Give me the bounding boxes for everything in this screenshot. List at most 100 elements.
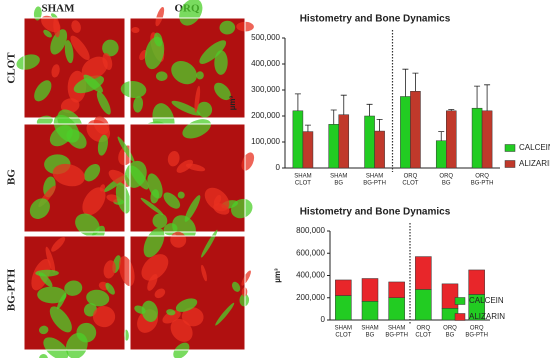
texture <box>215 302 235 326</box>
x-tick-label: ORQ <box>439 174 453 180</box>
texture <box>83 74 103 93</box>
y-axis-label: µm³ <box>273 268 282 283</box>
texture <box>51 236 66 252</box>
texture <box>141 254 169 281</box>
error-bar <box>402 68 409 97</box>
x-tick-label: ORQ <box>475 174 489 180</box>
bar <box>410 91 421 169</box>
x-tick-label: SHAM <box>294 174 311 180</box>
texture <box>115 182 131 214</box>
x-tick-label: BG <box>334 181 343 187</box>
texture <box>176 159 194 173</box>
bar <box>292 110 304 169</box>
texture <box>144 36 165 70</box>
x-tick-label: SHAM <box>366 174 383 180</box>
texture <box>184 195 201 222</box>
error-bar <box>330 109 337 125</box>
x-tick-label: BG <box>446 333 455 339</box>
y-tick-label: 500,000 <box>251 33 280 42</box>
texture <box>199 40 227 64</box>
texture <box>49 306 72 333</box>
x-tick-label: CLOT <box>335 333 351 339</box>
texture <box>35 269 59 277</box>
texture <box>29 198 50 219</box>
legend-swatch <box>454 297 466 305</box>
texture <box>201 229 218 258</box>
micrograph-frame <box>23 17 126 119</box>
legend-label: ALIZARIN <box>519 159 550 168</box>
bar <box>374 130 385 169</box>
x-tick-label: BG-PTH <box>471 181 494 187</box>
bar-segment <box>335 295 352 321</box>
texture <box>181 307 204 327</box>
texture <box>175 298 198 312</box>
micrograph-frame <box>129 235 246 351</box>
error-bar <box>438 131 445 141</box>
texture <box>105 282 115 295</box>
texture <box>37 286 67 304</box>
error-bar <box>304 124 311 132</box>
bar-segment <box>388 281 405 299</box>
texture <box>147 173 163 199</box>
y-tick-label: 0 <box>321 315 326 324</box>
micrograph-frame <box>23 235 126 351</box>
bar <box>328 124 340 169</box>
x-tick-label: SHAM <box>335 326 352 332</box>
x-tick-label: BG-PTH <box>465 333 488 339</box>
texture <box>70 35 90 61</box>
error-bar <box>412 72 419 92</box>
texture <box>103 260 116 279</box>
error-bar <box>366 103 373 116</box>
texture <box>177 191 185 199</box>
texture <box>214 82 231 101</box>
column-header: SHAM <box>42 3 76 15</box>
texture <box>201 264 207 282</box>
texture <box>119 256 135 287</box>
bar <box>446 110 457 169</box>
legend-swatch <box>454 313 466 321</box>
texture <box>82 187 106 216</box>
legend-label: CALCEIN <box>519 143 550 152</box>
texture <box>150 189 160 204</box>
texture <box>99 184 106 192</box>
texture <box>96 91 111 115</box>
texture <box>239 293 250 307</box>
texture <box>38 325 49 335</box>
y-tick-label: 200,000 <box>296 293 325 302</box>
y-tick-label: 0 <box>276 163 281 172</box>
texture <box>75 213 100 236</box>
chart-title: Histometry and Bone Dynamics <box>300 207 451 218</box>
texture <box>102 39 119 57</box>
bar <box>364 115 375 169</box>
texture <box>167 150 180 167</box>
bar-segment <box>415 256 432 290</box>
texture <box>131 27 140 33</box>
texture <box>141 300 158 322</box>
texture <box>134 305 146 314</box>
bar-segment <box>388 297 405 321</box>
micrograph-frame <box>129 17 246 119</box>
micrograph-frame <box>129 123 246 233</box>
bar-segment <box>335 279 352 296</box>
texture <box>133 96 144 113</box>
x-tick-label: ORQ <box>443 326 457 332</box>
bar-segment <box>361 278 379 302</box>
texture <box>86 289 110 307</box>
x-tick-label: ORQ <box>404 174 418 180</box>
texture <box>45 246 56 273</box>
texture <box>64 40 74 64</box>
bar <box>400 96 411 169</box>
bar <box>302 131 314 169</box>
y-tick-label: 600,000 <box>296 248 325 257</box>
texture <box>93 116 110 135</box>
bar-segment <box>415 289 432 321</box>
texture <box>120 81 147 99</box>
error-bar <box>484 84 491 111</box>
y-tick-label: 800,000 <box>296 226 325 235</box>
x-tick-label: SHAM <box>361 326 378 332</box>
texture <box>52 163 85 187</box>
x-tick-label: BG <box>366 333 375 339</box>
texture <box>71 20 81 33</box>
texture <box>213 194 222 206</box>
